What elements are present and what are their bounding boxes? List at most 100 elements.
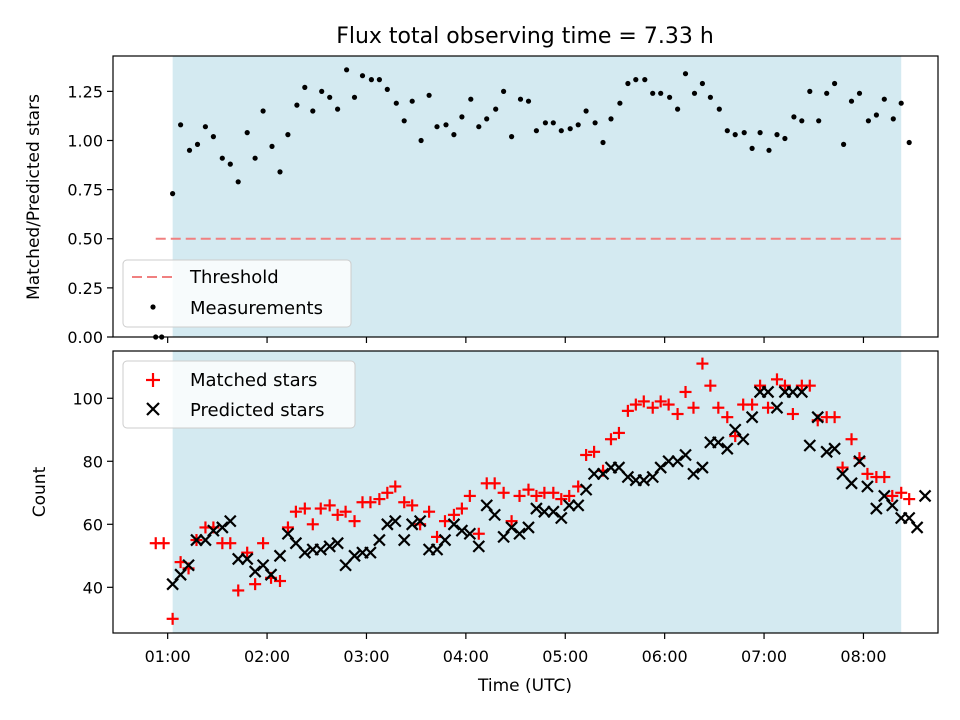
matched-star-point [323,499,336,512]
predicted-star-point [811,410,825,424]
matched-star-point [364,496,377,509]
legend-measurements-label: Measurements [190,298,323,319]
predicted-star-point [870,502,883,515]
matched-star-point [513,489,526,502]
predicted-star-point [662,455,675,468]
matched-star-point [339,505,352,518]
matched-star-point [696,357,709,370]
measurement-point [294,102,300,108]
predicted-star-point [637,473,651,487]
measurement-point [633,77,639,83]
measurement-point [658,90,664,96]
measurement-point [856,90,863,96]
measurement-point [393,100,399,106]
predicted-star-point [795,385,809,399]
predicted-star-point [654,461,667,474]
matched-star-point [463,489,476,502]
measurement-point [567,126,573,132]
measurement-point [617,100,623,106]
predicted-star-point [696,461,709,474]
predicted-star-point [488,508,501,522]
predicted-star-point [761,385,775,399]
measurement-point [434,124,440,130]
measurement-point [774,132,780,138]
matched-stars-series [149,357,916,625]
matched-star-point [241,546,254,559]
matched-star-point [778,379,791,392]
measurement-point [509,134,515,140]
measurement-point [219,155,225,161]
predicted-star-point [339,558,352,572]
top-y-axis-label: Matched/Predicted stars [24,94,44,300]
predicted-star-point [910,521,924,534]
top-y-tick-label: 0.00 [67,328,103,347]
predicted-star-point [720,442,734,455]
measurement-point [493,106,499,112]
matched-star-point [381,486,394,499]
measurement-point [691,90,698,96]
matched-star-point [249,578,262,591]
measurements-series [153,67,912,340]
predicted-star-point [918,489,932,503]
x-tick-label: 07:00 [741,647,787,666]
matched-star-point [762,401,775,414]
measurement-point [170,191,176,197]
predicted-star-point [298,546,312,559]
predicted-star-point [447,518,461,531]
measurement-point [351,94,358,100]
predicted-star-point [182,558,195,572]
predicted-star-point [323,540,336,553]
measurement-point [459,114,465,120]
x-axis-label: Time (UTC) [477,676,572,696]
predicted-star-point [679,448,692,462]
predicted-star-point [397,533,411,547]
predicted-star-point [770,401,784,414]
matched-star-point [306,518,319,531]
measurement-point [906,139,912,146]
measurement-point [202,124,208,130]
measurement-point [799,118,805,124]
measurement-point [178,122,184,128]
measurement-point [194,141,201,147]
predicted-star-point [845,477,858,490]
measurement-point [335,106,341,112]
measurement-point [558,128,564,134]
top-y-tick-label: 1.00 [67,131,103,150]
predicted-star-point [240,552,254,566]
predicted-star-point [264,568,278,581]
measurement-point [707,94,714,100]
matched-star-point [398,496,411,509]
matched-star-point [406,499,419,512]
matched-star-point [488,477,501,490]
measurement-point [575,122,581,128]
measurement-point [682,71,689,77]
bottom-x-axis: 01:00 02:00 03:00 04:00 05:00 06:00 07:00 08:00 [145,633,887,666]
matched-star-point [621,404,634,417]
matched-star-point [373,493,386,506]
predicted-star-point [381,518,394,531]
measurement-point [542,120,549,126]
matched-star-point [836,461,849,474]
matched-star-point [612,426,625,439]
predicted-star-point [190,533,203,547]
matched-star-point [754,379,767,392]
predicted-star-point [612,461,626,474]
measurement-point [344,67,350,73]
predicted-star-point [331,536,344,550]
matched-star-point [721,411,734,424]
matched-star-point [298,502,311,515]
measurement-point [327,94,333,100]
measurement-point [517,96,524,102]
measurement-point [476,124,482,130]
legend-matched-swatch [146,373,160,387]
bottom-y-tick-label: 80 [83,452,103,471]
matched-star-point [770,373,783,386]
x-tick-label: 01:00 [145,647,191,666]
predicted-star-point [828,442,841,455]
matched-star-point [472,527,485,540]
matched-star-point [547,486,560,499]
predicted-star-point [538,505,551,518]
matched-star-point [389,480,402,493]
matched-star-point [497,486,510,499]
